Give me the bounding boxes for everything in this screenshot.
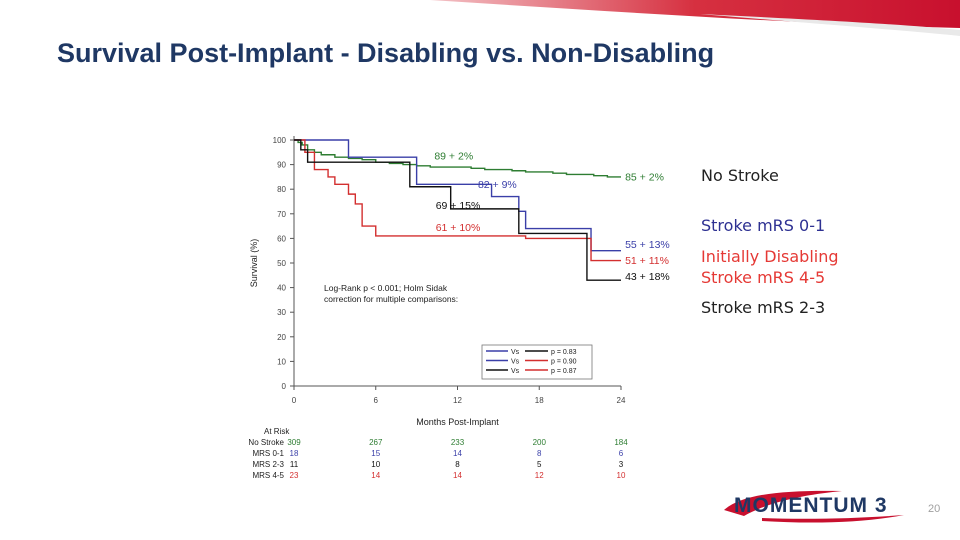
at-risk-value: 200: [533, 438, 547, 447]
at-risk-value: 12: [535, 471, 544, 480]
legend-item-no-stroke: No Stroke: [701, 166, 779, 185]
pairwise-p: p = 0.83: [551, 349, 577, 356]
y-tick-label: 30: [277, 308, 286, 317]
page-number: 20: [928, 503, 941, 515]
header-banner: [430, 0, 960, 36]
at-risk-row-label: MRS 0-1: [252, 449, 284, 458]
y-tick-label: 70: [277, 210, 286, 219]
x-tick-label: 6: [374, 396, 379, 405]
series-line-stroke-mrs-2-3: [294, 139, 621, 281]
at-risk-value: 10: [617, 471, 626, 480]
at-risk-value: 18: [290, 449, 299, 458]
x-tick-label: 0: [292, 396, 297, 405]
at-risk-row-label: MRS 4-5: [252, 471, 284, 480]
y-tick-label: 90: [277, 161, 286, 170]
at-risk-value: 11: [290, 460, 299, 469]
y-tick-label: 50: [277, 259, 286, 268]
data-label: 43 + 18%: [625, 271, 670, 283]
survival-chart: 0 10 20 30 40 50 60 70 80 90 100 0 6 12 18 24 Months Pos…: [240, 120, 680, 490]
at-risk-value: 23: [290, 471, 299, 480]
x-tick-label: 12: [453, 396, 462, 405]
y-axis-title: Survival (%): [249, 239, 259, 288]
y-tick-label: 10: [277, 357, 286, 366]
at-risk-row-label: No Stroke: [248, 438, 284, 447]
pairwise-p: p = 0.90: [551, 359, 577, 366]
at-risk-title: At Risk: [264, 427, 290, 436]
legend-item-mrs-0-1: Stroke mRS 0-1: [701, 216, 826, 235]
y-tick-label: 40: [277, 284, 286, 293]
at-risk-value: 184: [614, 438, 628, 447]
at-risk-row-label: MRS 2-3: [252, 460, 284, 469]
stats-note-line: correction for multiple comparisons:: [324, 294, 458, 304]
data-label: 82 + 9%: [478, 179, 517, 191]
at-risk-value: 15: [371, 449, 380, 458]
y-tick-label: 100: [273, 136, 287, 145]
y-tick-label: 20: [277, 333, 286, 342]
data-label: 69 + 15%: [436, 200, 481, 212]
y-tick-label: 0: [282, 382, 287, 391]
logo-swoosh: [724, 490, 842, 516]
data-label: 85 + 2%: [625, 172, 664, 184]
x-axis-title: Months Post-Implant: [416, 417, 499, 427]
chart-background: [240, 120, 680, 490]
at-risk-value: 10: [371, 460, 380, 469]
pairwise-p: p = 0.87: [551, 368, 577, 375]
y-tick-label: 80: [277, 185, 286, 194]
logo-text: MOMENTUM 3: [734, 494, 888, 517]
legend-item-initially-disabling: Initially Disabling: [701, 247, 839, 266]
momentum3-logo: MOMENTUM 3: [724, 490, 904, 523]
at-risk-value: 6: [619, 449, 624, 458]
at-risk-value: 8: [537, 449, 542, 458]
at-risk-value: 8: [455, 460, 460, 469]
pairwise-vs: Vs: [511, 368, 520, 375]
at-risk-value: 14: [371, 471, 380, 480]
slide-title: Survival Post-Implant - Disabling vs. No…: [57, 38, 715, 68]
data-label: 51 + 11%: [625, 255, 669, 267]
y-tick-label: 60: [277, 234, 286, 243]
data-label: 61 + 10%: [436, 222, 481, 234]
at-risk-value: 3: [619, 460, 624, 469]
pairwise-vs: Vs: [511, 359, 520, 366]
at-risk-value: 14: [453, 449, 462, 458]
data-label: 89 + 2%: [434, 151, 473, 163]
at-risk-value: 233: [451, 438, 465, 447]
at-risk-value: 309: [287, 438, 301, 447]
at-risk-value: 5: [537, 460, 542, 469]
stats-note-line: Log-Rank p < 0.001; Holm Sidak: [324, 283, 448, 293]
data-label: 55 + 13%: [625, 239, 670, 251]
series-line-stroke-mrs-4-5: [294, 139, 621, 262]
legend-item-mrs-4-5: Stroke mRS 4-5: [701, 268, 826, 287]
x-tick-label: 24: [617, 396, 626, 405]
logo-underline: [762, 515, 904, 523]
legend-item-mrs-2-3: Stroke mRS 2-3: [701, 298, 826, 317]
at-risk-value: 14: [453, 471, 462, 480]
pairwise-vs: Vs: [511, 349, 520, 356]
series-line-stroke-mrs-0-1: [294, 139, 621, 252]
x-tick-label: 18: [535, 396, 544, 405]
at-risk-value: 267: [369, 438, 383, 447]
